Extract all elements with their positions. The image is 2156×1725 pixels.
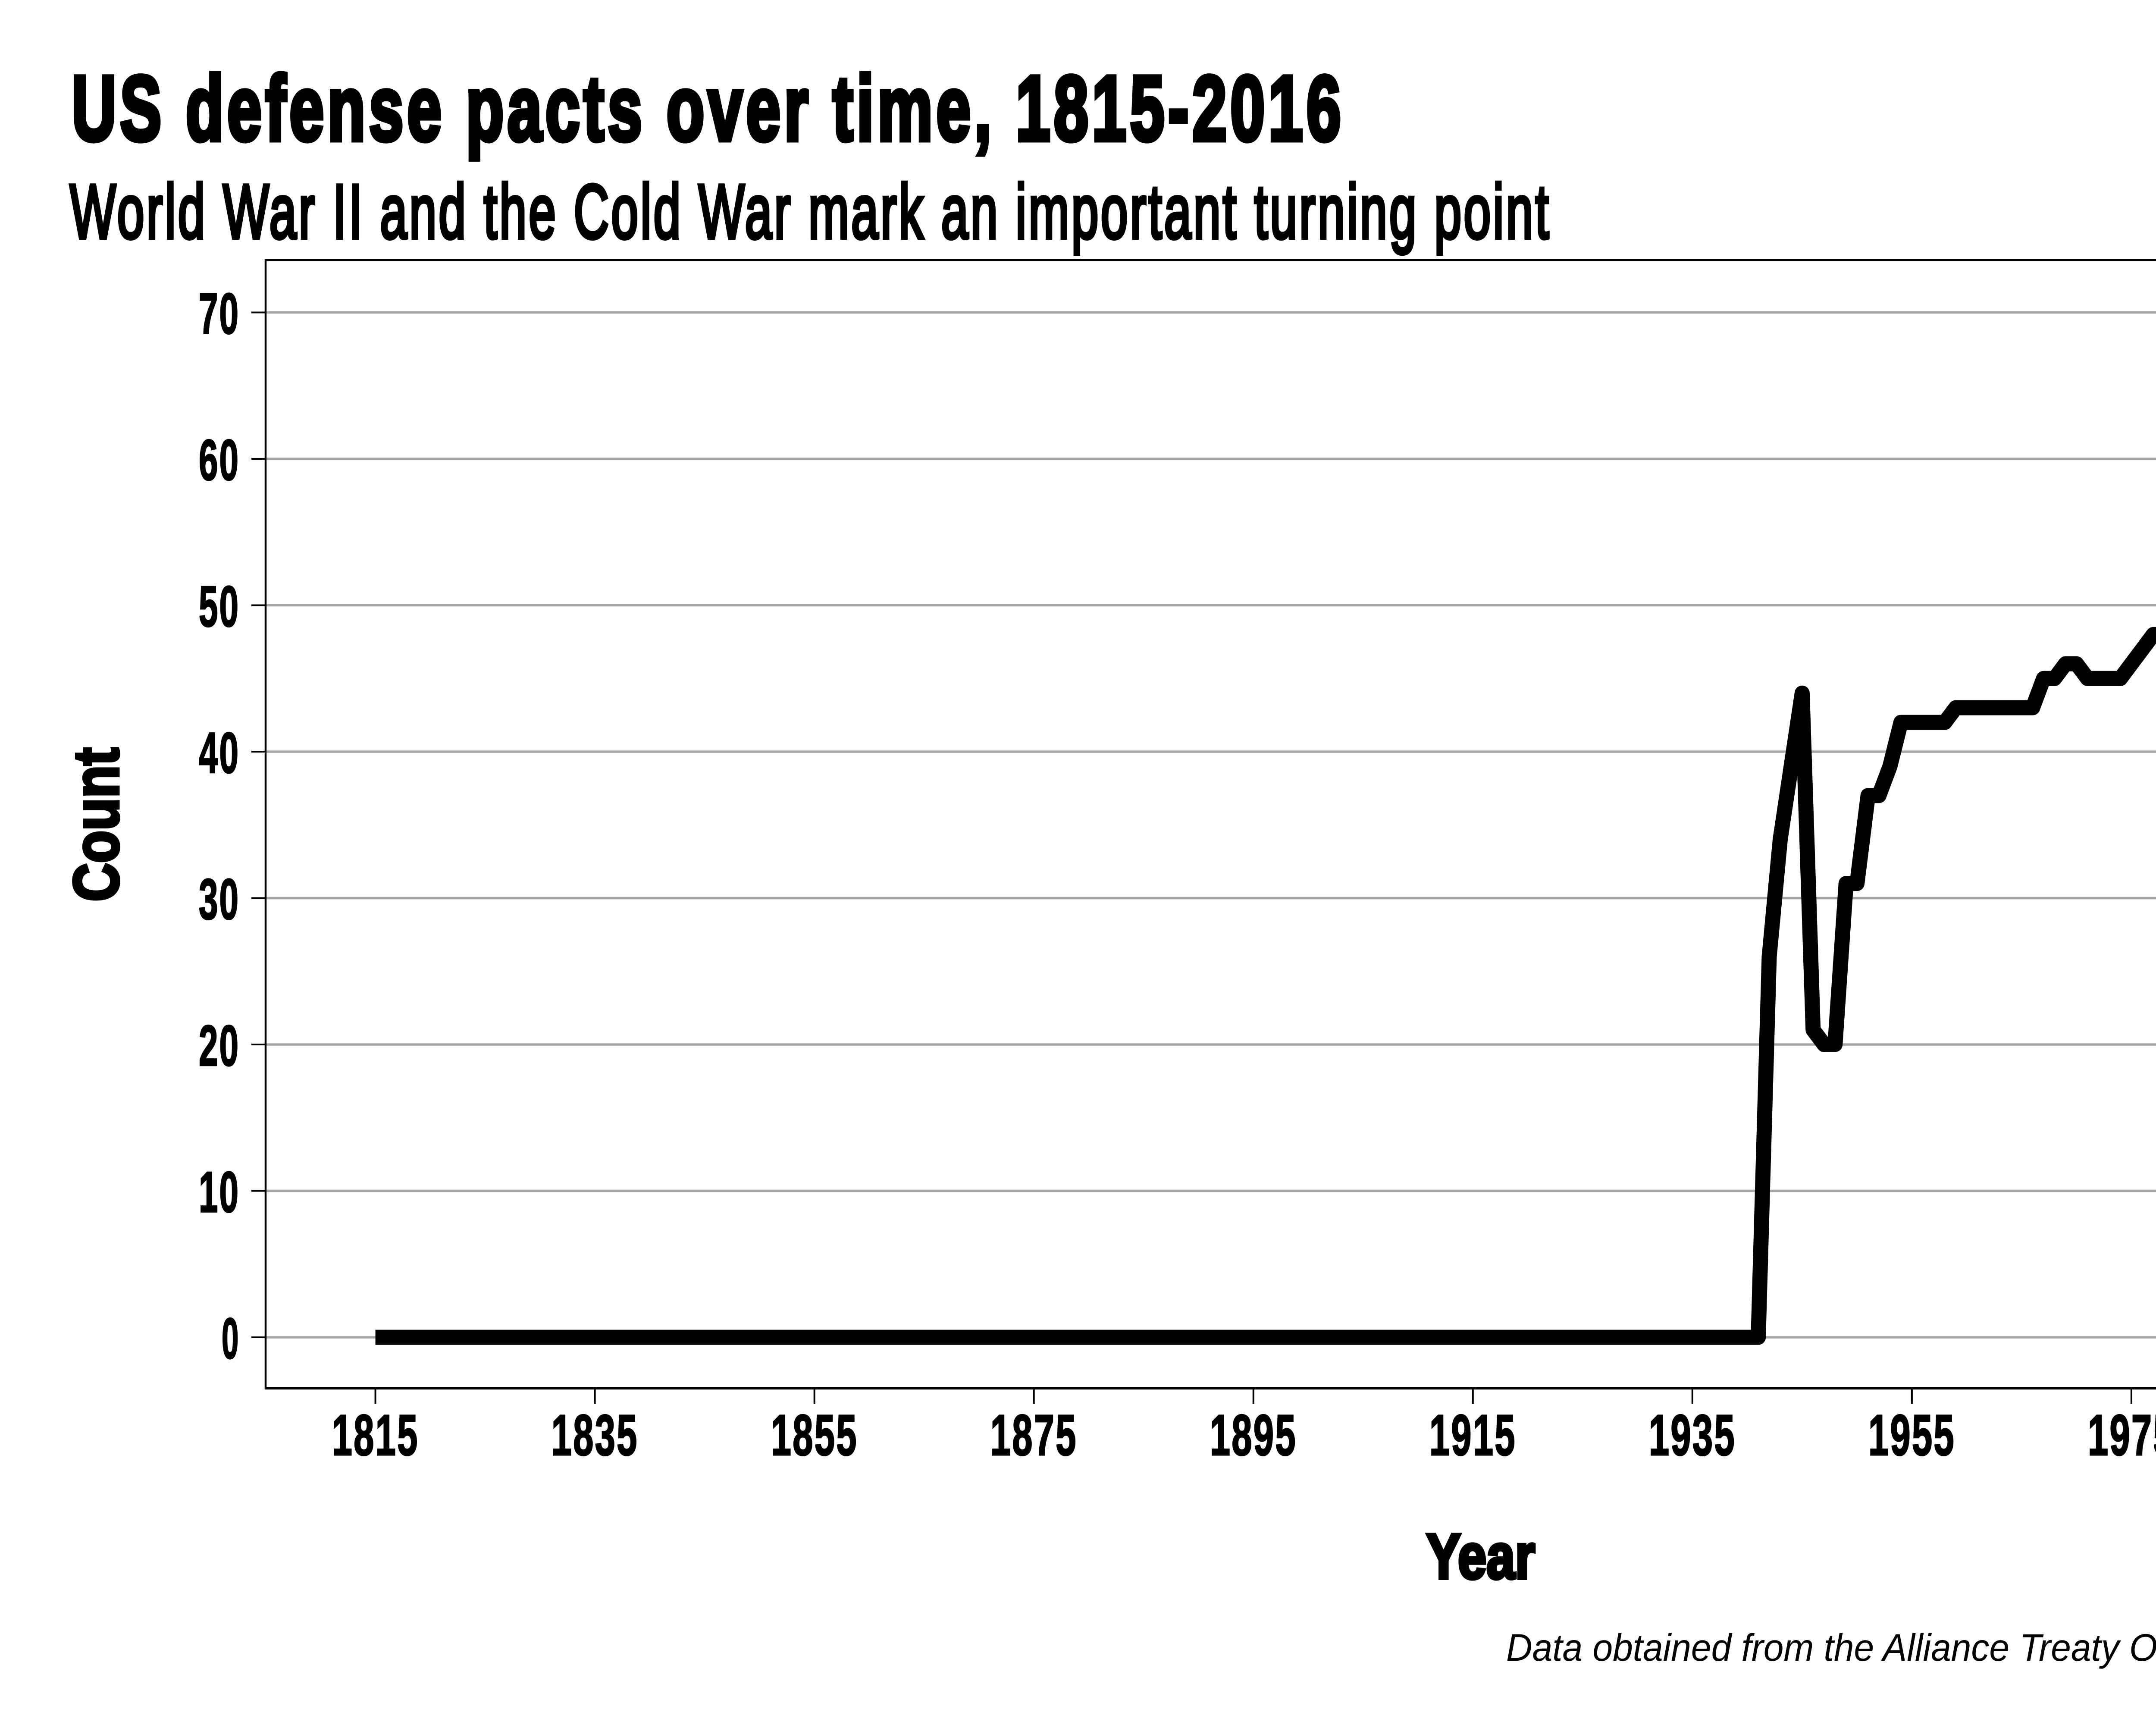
svg-text:40: 40 bbox=[199, 721, 240, 785]
svg-text:20: 20 bbox=[199, 1014, 240, 1078]
svg-text:30: 30 bbox=[199, 867, 240, 932]
svg-text:1915: 1915 bbox=[1429, 1403, 1517, 1468]
svg-text:10: 10 bbox=[199, 1160, 240, 1224]
svg-text:1835: 1835 bbox=[552, 1403, 639, 1468]
svg-text:World War II and the Cold War: World War II and the Cold War mark an im… bbox=[70, 169, 1551, 254]
svg-text:1855: 1855 bbox=[771, 1403, 858, 1468]
svg-text:1935: 1935 bbox=[1649, 1403, 1736, 1468]
svg-text:60: 60 bbox=[199, 428, 240, 492]
svg-text:Year: Year bbox=[1426, 1521, 1535, 1592]
svg-text:50: 50 bbox=[199, 574, 240, 639]
svg-text:1975: 1975 bbox=[2088, 1403, 2156, 1468]
svg-text:1955: 1955 bbox=[1868, 1403, 1955, 1468]
svg-text:1875: 1875 bbox=[990, 1403, 1078, 1468]
svg-text:Data obtained from the Allianc: Data obtained from the Alliance Treaty O… bbox=[1506, 1626, 2156, 1669]
svg-text:70: 70 bbox=[199, 282, 240, 346]
svg-text:US defense pacts over time, 18: US defense pacts over time, 1815-2016 bbox=[72, 57, 1344, 160]
svg-text:0: 0 bbox=[222, 1307, 240, 1371]
svg-text:1815: 1815 bbox=[332, 1403, 419, 1468]
svg-text:Count: Count bbox=[61, 748, 132, 902]
svg-text:1895: 1895 bbox=[1210, 1403, 1297, 1468]
